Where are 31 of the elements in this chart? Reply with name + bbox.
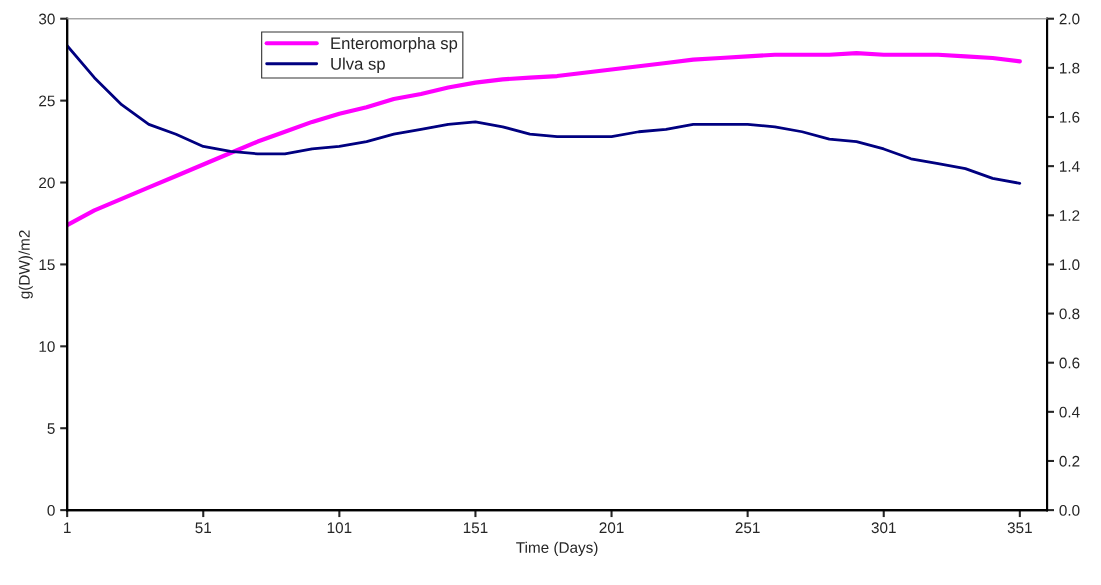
y-tick-label: 30	[38, 13, 55, 25]
x-tick-label: 201	[599, 522, 624, 534]
x-tick-label: 251	[735, 522, 760, 534]
x-tick-label: 51	[195, 522, 212, 534]
x-axis-title: Time (Days)	[516, 541, 598, 556]
y2-tick-label: 1.4	[1060, 161, 1080, 172]
y2-tick-label: 1.8	[1060, 62, 1080, 74]
y2-tick-label: 1.6	[1060, 111, 1080, 123]
y2-tick-label: 2.0	[1059, 13, 1080, 25]
y2-tick-label: 0.0	[1059, 504, 1080, 516]
x-tick-label: 301	[871, 522, 896, 534]
line-series	[67, 51, 1022, 228]
x-tick-label: 1	[64, 522, 71, 533]
y2-tick-label: 0.4	[1059, 406, 1080, 418]
x-tick-label: 351	[1007, 522, 1032, 534]
y-tick-label: 10	[39, 341, 55, 353]
y-tick-label: 5	[47, 423, 55, 434]
y2-tick-label: 0.2	[1059, 455, 1080, 467]
legend-label: Enteromorpha sp	[331, 36, 458, 53]
x-tick-label: 151	[463, 522, 488, 534]
y2-tick-label: 1.2	[1060, 210, 1080, 221]
y2-tick-label: 0.6	[1059, 357, 1080, 369]
y-tick-label: 20	[39, 177, 55, 189]
legend-label: Ulva sp	[331, 57, 385, 74]
y2-tick-label: 0.8	[1059, 308, 1080, 320]
y2-tick-label: 1.0	[1060, 259, 1080, 271]
y-tick-label: 25	[39, 95, 55, 107]
y-axis-title: g(DW)/m2	[18, 230, 33, 299]
x-tick-label: 101	[327, 522, 352, 534]
y-tick-label: 15	[39, 259, 55, 271]
y-tick-label: 0	[47, 504, 55, 516]
